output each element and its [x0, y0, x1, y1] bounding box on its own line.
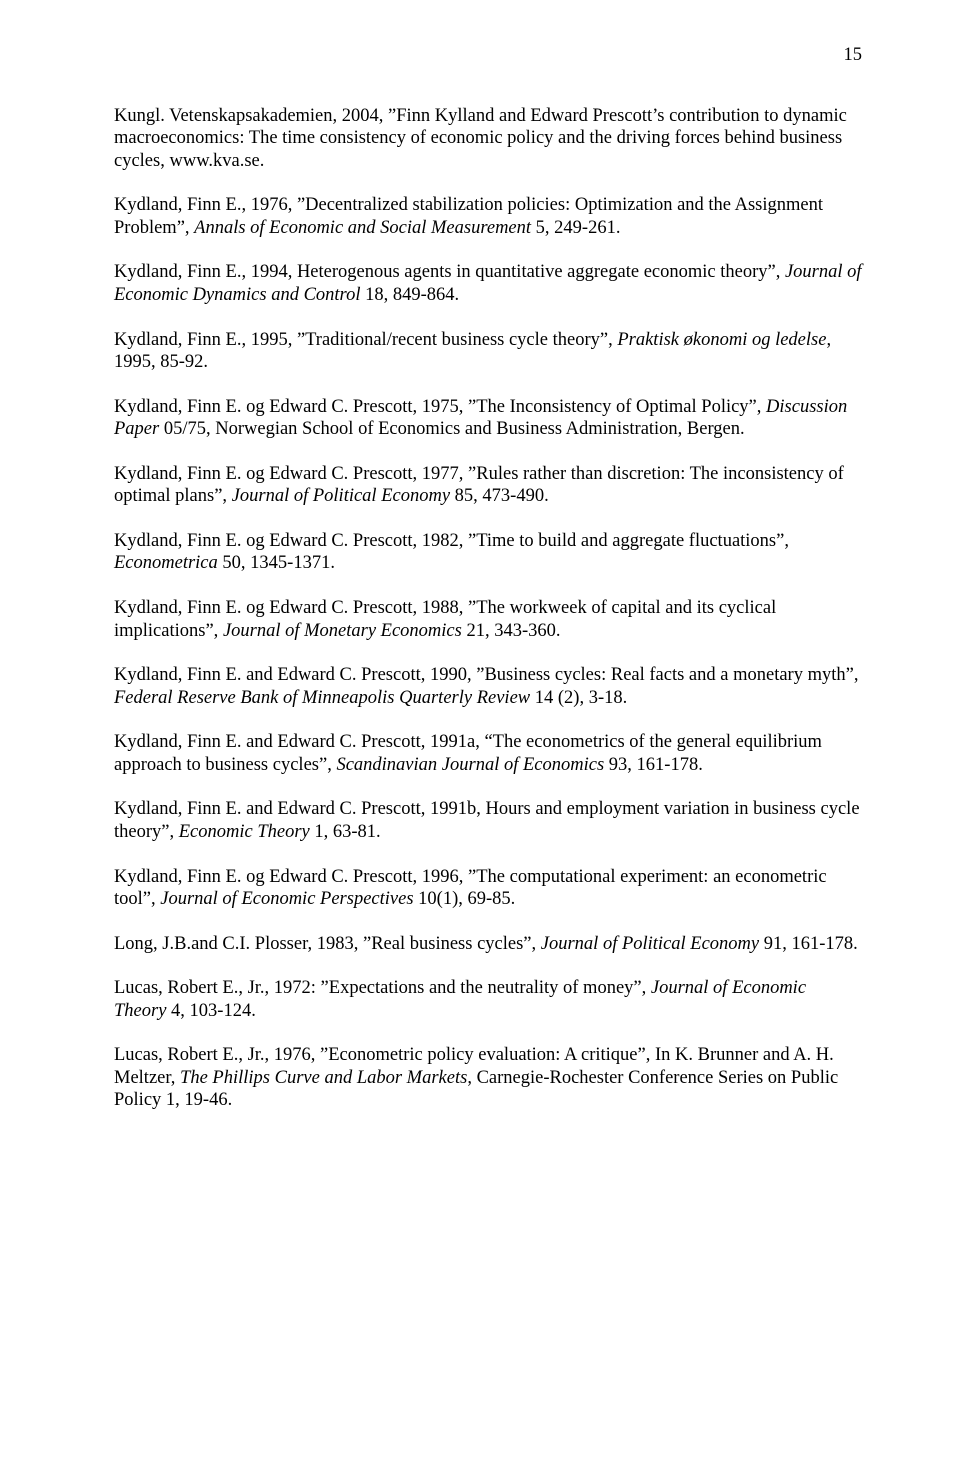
page-number: 15: [114, 44, 862, 67]
reference-journal: Scandinavian Journal of Economics: [336, 755, 604, 775]
reference-text: 10(1), 69-85.: [414, 889, 516, 909]
reference-text: 85, 473-490.: [450, 486, 549, 506]
reference-text: 50, 1345-1371.: [218, 553, 335, 573]
reference-text: 4, 103-124.: [166, 1001, 255, 1021]
reference-entry: Kydland, Finn E., 1994, Heterogenous age…: [114, 261, 862, 306]
reference-journal: Journal of Political Economy: [541, 934, 759, 954]
reference-journal: Federal Reserve Bank of Minneapolis Quar…: [114, 688, 530, 708]
reference-journal: Journal of Political Economy: [232, 486, 450, 506]
reference-entry: Lucas, Robert E., Jr., 1976, ”Econometri…: [114, 1044, 862, 1112]
reference-entry: Lucas, Robert E., Jr., 1972: ”Expectatio…: [114, 977, 862, 1022]
reference-entry: Kydland, Finn E. and Edward C. Prescott,…: [114, 664, 862, 709]
reference-entry: Kydland, Finn E. og Edward C. Prescott, …: [114, 396, 862, 441]
reference-text: Kydland, Finn E., 1995, ”Traditional/rec…: [114, 330, 617, 350]
references-list: Kungl. Vetenskapsakademien, 2004, ”Finn …: [114, 105, 862, 1112]
reference-journal: Journal of Economic Perspectives: [160, 889, 413, 909]
reference-entry: Kungl. Vetenskapsakademien, 2004, ”Finn …: [114, 105, 862, 173]
reference-text: 5, 249-261.: [531, 218, 620, 238]
reference-text: 93, 161-178.: [604, 755, 703, 775]
reference-text: Long, J.B.and C.I. Plosser, 1983, ”Real …: [114, 934, 541, 954]
reference-text: 91, 161-178.: [759, 934, 858, 954]
reference-entry: Kydland, Finn E., 1976, ”Decentralized s…: [114, 194, 862, 239]
reference-entry: Kydland, Finn E. og Edward C. Prescott, …: [114, 866, 862, 911]
reference-journal: Journal of Monetary Economics: [223, 621, 462, 641]
reference-journal: The Phillips Curve and Labor Markets: [180, 1068, 467, 1088]
reference-entry: Kydland, Finn E. og Edward C. Prescott, …: [114, 463, 862, 508]
reference-text: 14 (2), 3-18.: [530, 688, 627, 708]
reference-text: Lucas, Robert E., Jr., 1972: ”Expectatio…: [114, 978, 651, 998]
reference-entry: Kydland, Finn E. og Edward C. Prescott, …: [114, 597, 862, 642]
reference-journal: Economic Theory: [179, 822, 310, 842]
reference-journal: Praktisk økonomi og ledelse: [617, 330, 826, 350]
reference-text: 05/75, Norwegian School of Economics and…: [159, 419, 744, 439]
reference-entry: Kydland, Finn E. and Edward C. Prescott,…: [114, 798, 862, 843]
reference-journal: Econometrica: [114, 553, 218, 573]
reference-entry: Long, J.B.and C.I. Plosser, 1983, ”Real …: [114, 933, 862, 956]
reference-text: 1, 63-81.: [310, 822, 381, 842]
reference-entry: Kydland, Finn E. og Edward C. Prescott, …: [114, 530, 862, 575]
reference-text: Kydland, Finn E., 1994, Heterogenous age…: [114, 262, 785, 282]
reference-entry: Kydland, Finn E., 1995, ”Traditional/rec…: [114, 329, 862, 374]
reference-text: Kydland, Finn E. and Edward C. Prescott,…: [114, 665, 858, 685]
reference-text: Kydland, Finn E. og Edward C. Prescott, …: [114, 531, 789, 551]
reference-journal: Annals of Economic and Social Measuremen…: [194, 218, 531, 238]
reference-text: 21, 343-360.: [462, 621, 561, 641]
page-number-value: 15: [844, 45, 863, 65]
reference-text: Kydland, Finn E. og Edward C. Prescott, …: [114, 397, 766, 417]
reference-text: 18, 849-864.: [360, 285, 459, 305]
reference-text: Kungl. Vetenskapsakademien, 2004, ”Finn …: [114, 106, 847, 171]
reference-entry: Kydland, Finn E. and Edward C. Prescott,…: [114, 731, 862, 776]
